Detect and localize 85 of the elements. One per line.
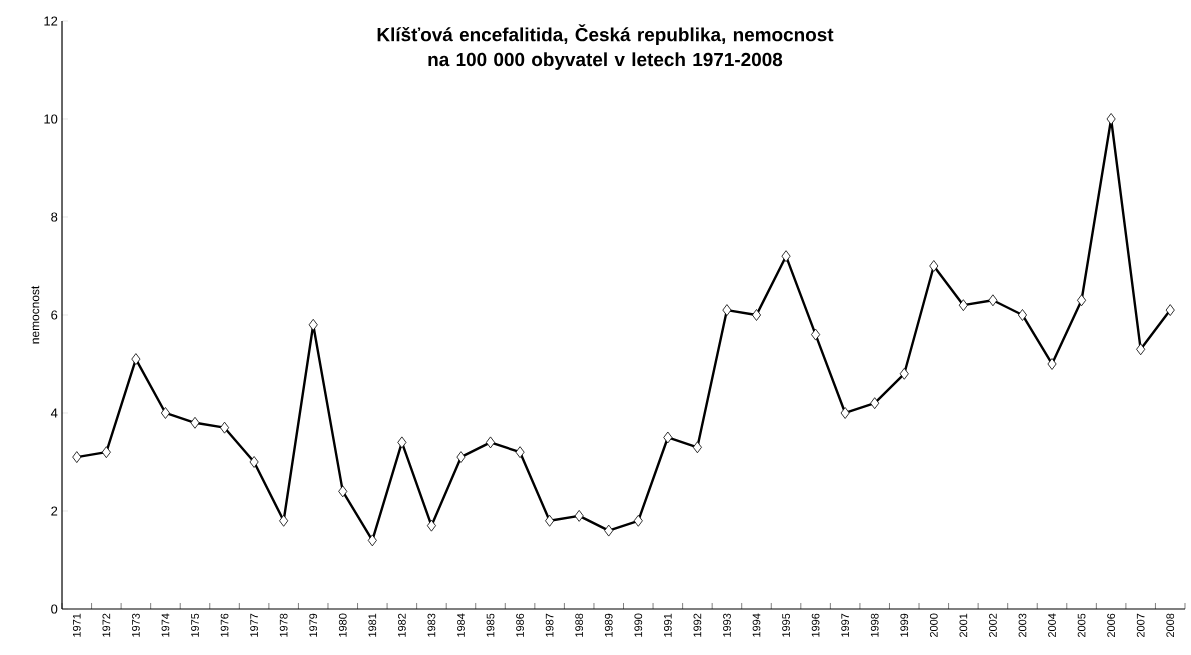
x-tick-label: 2000: [929, 613, 938, 637]
x-tick-label: 1981: [368, 613, 377, 637]
point: [1136, 343, 1146, 356]
x-tick-label: 1973: [132, 613, 140, 637]
x-tick-label: 1995: [782, 613, 790, 637]
x-tick-label: 1984: [457, 613, 465, 637]
x-tick-label: 1994: [752, 613, 761, 637]
point: [1106, 113, 1116, 125]
point: [929, 260, 939, 272]
point: [456, 451, 466, 463]
text: Klíšťová encefalitida, Česká republika, nemocnost na 100 000 obyvatel v letech 1971-2008: [377, 24, 834, 70]
x-tick-label: 2003: [1018, 613, 1027, 637]
y-tick-label: 6: [51, 310, 58, 320]
point: [515, 446, 525, 459]
point: [958, 299, 968, 312]
point: [160, 407, 170, 419]
point: [249, 456, 259, 468]
point: [397, 436, 407, 449]
y-tick-label: 8: [51, 212, 58, 222]
x-tick-label: 1991: [663, 613, 672, 637]
point: [545, 514, 555, 527]
point: [781, 250, 791, 263]
x-tick-label: 1980: [338, 613, 347, 637]
point: [308, 318, 318, 331]
point: [190, 416, 200, 429]
point: [899, 367, 909, 380]
point: [101, 446, 111, 459]
x-tick-label: 2006: [1107, 613, 1115, 637]
x-tick-label: 2004: [1048, 613, 1056, 637]
point: [1017, 309, 1027, 321]
y-tick-label: 0: [51, 604, 58, 614]
point: [870, 397, 880, 410]
point: [72, 451, 82, 463]
point: [692, 441, 702, 454]
x-tick-label: 1992: [693, 613, 702, 637]
point: [1165, 304, 1175, 316]
x-tick-label: 1983: [427, 613, 436, 637]
point: [604, 524, 614, 537]
point: [486, 436, 496, 449]
point: [1077, 294, 1087, 307]
x-tick-label: 1974: [161, 613, 170, 637]
x-tick-label: 1977: [250, 613, 258, 637]
point: [722, 304, 732, 316]
x-tick-label: 2002: [989, 613, 997, 637]
y-tick-label: 12: [44, 16, 58, 26]
y-tick-label: 10: [44, 114, 58, 124]
x-tick-label: 1972: [102, 613, 111, 637]
x-tick-label: 2007: [1136, 613, 1145, 637]
x-tick-label: 2008: [1166, 613, 1175, 637]
x-tick-label: 2001: [959, 613, 968, 637]
point: [663, 431, 673, 444]
x-tick-label: 1976: [220, 613, 229, 637]
point: [574, 509, 584, 522]
point: [1047, 358, 1057, 370]
point: [811, 328, 821, 341]
x-tick-label: 1978: [279, 613, 288, 637]
x-tick-label: 1996: [811, 613, 820, 637]
x-tick-label: 1999: [900, 613, 909, 637]
x-tick-label: 1982: [398, 613, 406, 637]
point: [751, 309, 762, 321]
point: [426, 519, 436, 532]
x-tick-label: 1987: [545, 613, 554, 637]
x-tick-label: 1988: [575, 613, 584, 637]
x-tick-label: 2005: [1077, 613, 1086, 637]
x-tick-label: 1985: [486, 613, 495, 637]
x-tick-label: 1998: [870, 613, 879, 637]
point: [131, 353, 141, 365]
point: [367, 534, 377, 547]
x-tick-label: 1979: [309, 613, 318, 637]
y-tick-label: 2: [51, 506, 58, 516]
x-tick-label: 1990: [634, 613, 643, 637]
point: [840, 407, 850, 419]
x-tick-label: 1989: [604, 613, 613, 637]
x-tick-label: 1986: [516, 613, 524, 637]
point: [220, 421, 230, 434]
point: [633, 514, 643, 527]
point: [988, 294, 998, 307]
point: [279, 514, 289, 527]
y-tick-label: 4: [50, 408, 58, 418]
x-tick-label: 1975: [191, 613, 199, 637]
x-tick-label: 1971: [72, 613, 81, 637]
x-tick-label: 1993: [723, 613, 731, 637]
y-axis-title: nemocnost: [31, 285, 40, 344]
point: [338, 485, 348, 498]
x-tick-label: 1997: [841, 613, 850, 637]
